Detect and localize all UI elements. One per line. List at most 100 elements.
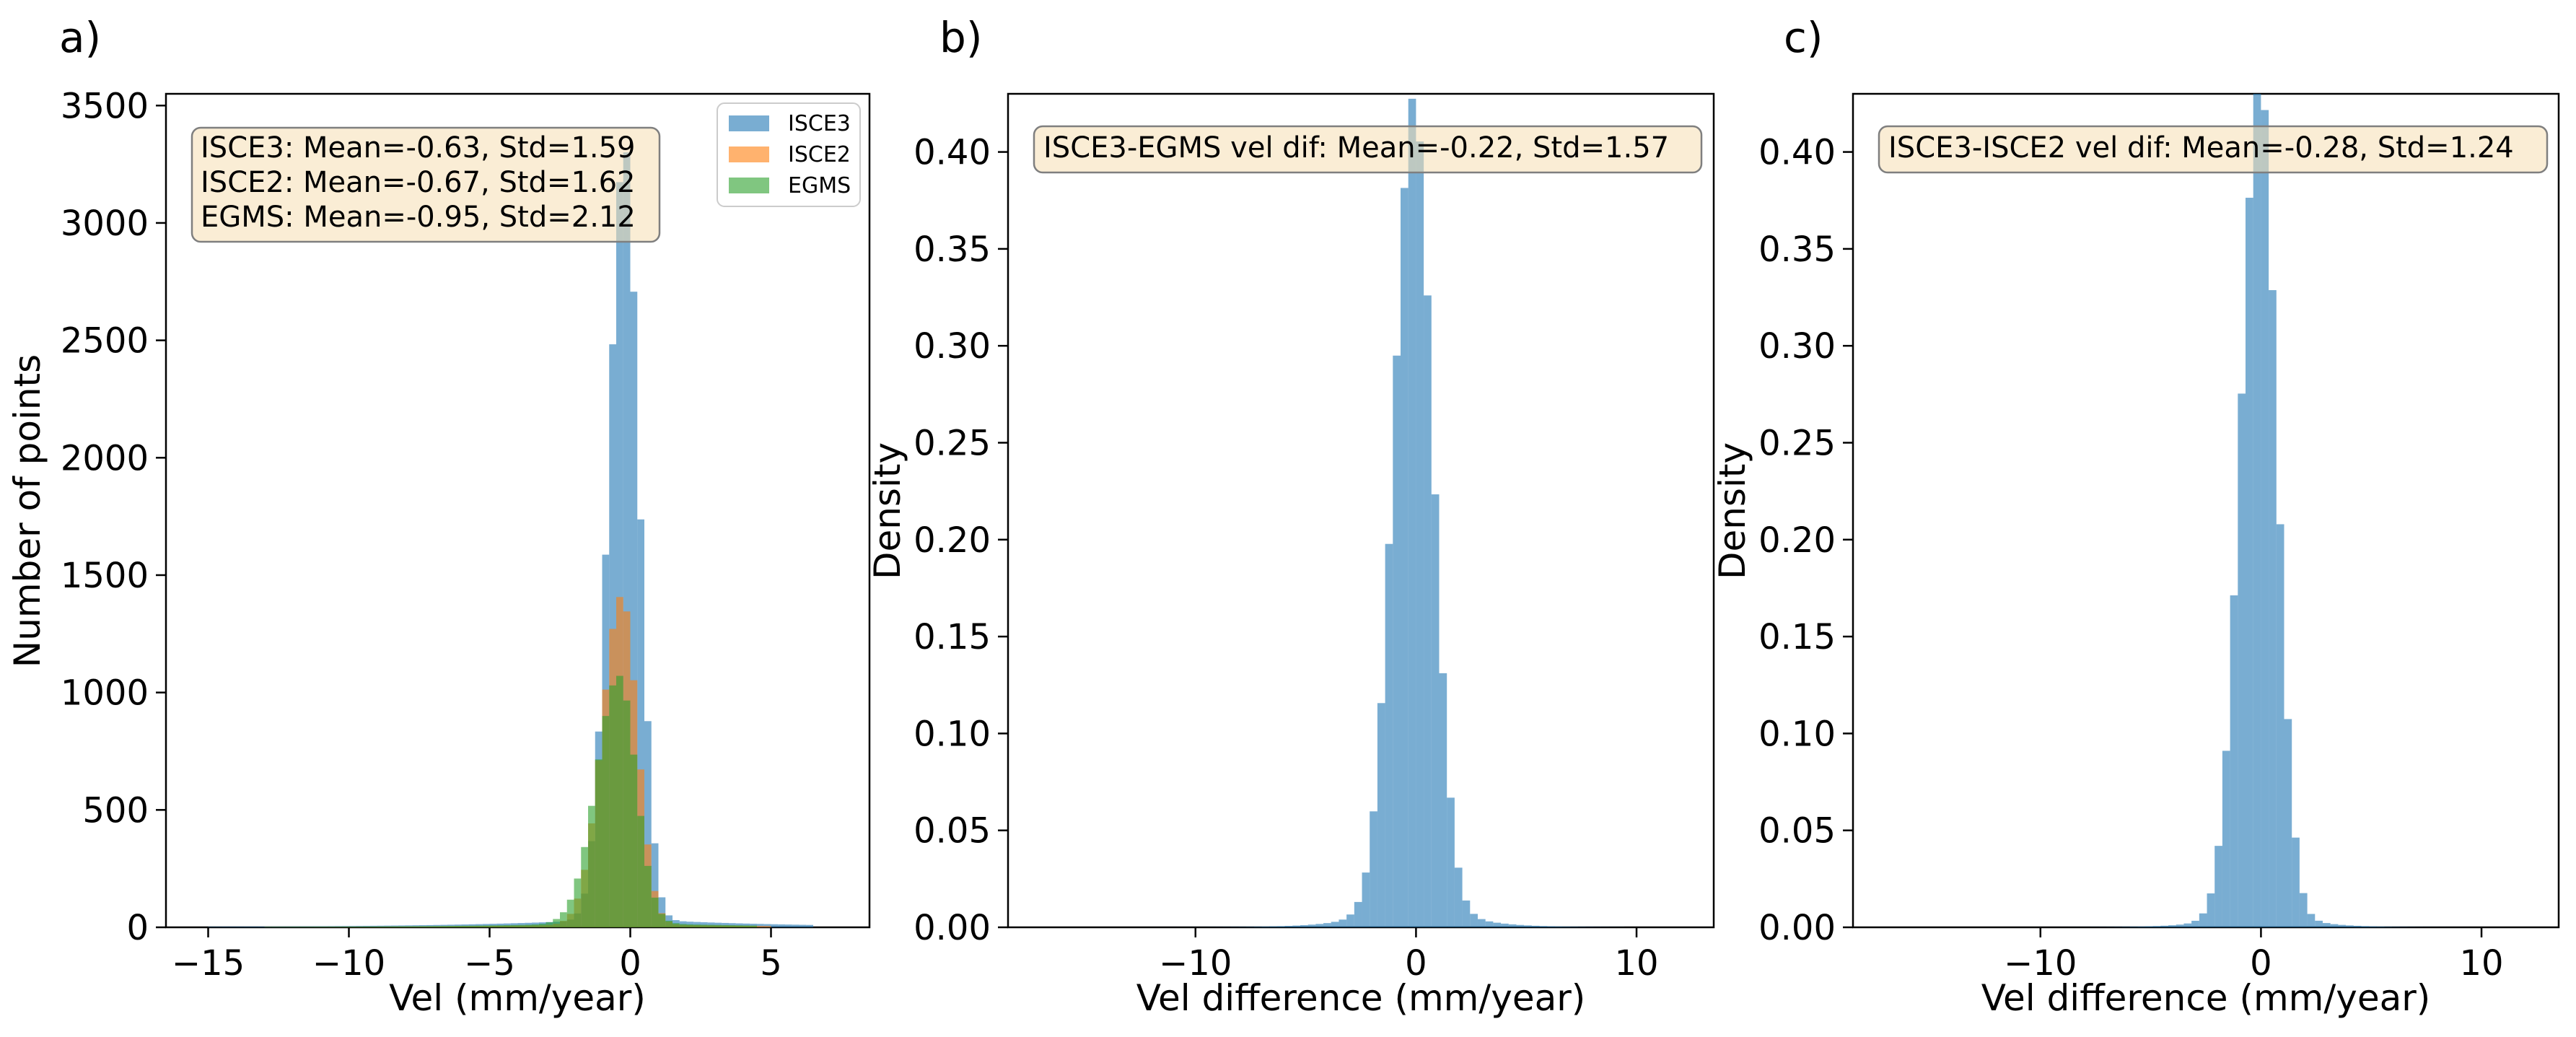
- y-tick-label: 0.05: [914, 811, 991, 852]
- hist-bar-egms: [567, 900, 574, 927]
- hist-bar-isce3-isce2: [2338, 925, 2346, 927]
- hist-bar-isce3-egms: [1532, 926, 1540, 927]
- hist-bar-egms: [532, 924, 539, 927]
- hist-bar-egms: [693, 924, 701, 927]
- hist-bar-egms: [680, 924, 687, 927]
- hist-bar-egms: [553, 919, 560, 927]
- hist-bar-isce3: [792, 924, 799, 927]
- y-axis-label-a: Number of points: [6, 354, 48, 668]
- hist-bar-isce3-isce2: [2183, 924, 2191, 927]
- x-axis-label-a: Vel (mm/year): [389, 977, 646, 1019]
- hist-bar-isce3-isce2: [2246, 198, 2253, 927]
- y-axis-label-c: Density: [1712, 442, 1753, 579]
- y-tick-label: 0.40: [914, 133, 991, 173]
- hist-bar-isce3-egms: [1277, 926, 1285, 927]
- legend-swatch-isce3: [729, 115, 769, 131]
- hist-bar-isce3-egms: [1362, 872, 1370, 927]
- hist-bar-isce3-egms: [1516, 925, 1524, 927]
- x-tick-label: 10: [1614, 943, 1658, 984]
- stats-line-a-2: ISCE2: Mean=-0.67, Std=1.62: [201, 166, 636, 199]
- stats-line-a-3: EGMS: Mean=-0.95, Std=2.12: [201, 201, 636, 234]
- hist-bar-egms: [462, 926, 469, 927]
- hist-bar-egms: [623, 701, 631, 927]
- panel-label-c: c): [1784, 13, 1823, 62]
- hist-bar-egms: [426, 926, 434, 927]
- hist-bar-isce3-isce2: [2238, 393, 2246, 927]
- hist-bar-isce2: [757, 926, 764, 927]
- hist-bar-isce3-isce2: [2284, 719, 2292, 927]
- hist-bar-isce3-egms: [1501, 924, 1509, 927]
- hist-bar-egms: [539, 924, 546, 927]
- hist-bar-isce3: [771, 924, 779, 927]
- hist-bar-isce3-egms: [1385, 544, 1393, 927]
- hist-bar-egms: [708, 925, 715, 927]
- legend-swatch-isce2: [729, 146, 769, 162]
- hist-bar-egms: [588, 806, 595, 927]
- hist-bar-egms: [609, 686, 616, 927]
- hist-bar-egms: [637, 816, 644, 927]
- y-axis-label-b: Density: [867, 442, 908, 579]
- hist-bar-egms: [496, 925, 504, 927]
- y-tick-label: 0.30: [914, 326, 991, 367]
- hist-bar-egms: [504, 925, 511, 927]
- y-tick-label: 0.35: [1758, 229, 1836, 270]
- hist-bar-isce3-isce2: [2261, 110, 2269, 927]
- hist-bar-isce3-egms: [1470, 914, 1478, 927]
- hist-bar-egms: [447, 926, 455, 927]
- stats-line-b-1: ISCE3-EGMS vel dif: Mean=-0.22, Std=1.57: [1043, 131, 1669, 165]
- hist-bar-isce2: [764, 926, 771, 927]
- hist-bar-isce3-isce2: [2230, 595, 2238, 927]
- y-tick-label: 0.15: [914, 617, 991, 657]
- y-tick-label: 2000: [61, 438, 149, 478]
- y-tick-label: 0: [126, 908, 149, 948]
- y-tick-label: 0.35: [914, 229, 991, 270]
- hist-bar-isce3-isce2: [2361, 926, 2369, 927]
- hist-bar-isce3-isce2: [2176, 924, 2184, 927]
- y-tick-label: 0.00: [914, 908, 991, 948]
- hist-bar-egms: [279, 927, 286, 928]
- hist-bar-egms: [687, 924, 694, 927]
- hist-bar-egms: [581, 847, 588, 927]
- hist-bar-isce3-isce2: [2253, 94, 2261, 927]
- hist-bar-egms: [652, 898, 659, 927]
- hist-bar-isce3-egms: [1463, 901, 1471, 927]
- hist-bar-isce3-isce2: [2277, 524, 2284, 927]
- hist-bar-egms: [518, 925, 525, 927]
- hist-bar-isce3-egms: [1509, 924, 1517, 927]
- hist-bar-isce3-isce2: [2323, 923, 2331, 927]
- hist-bar-egms: [616, 676, 623, 927]
- hist-bar-egms: [715, 925, 722, 927]
- y-tick-label: 3000: [61, 204, 149, 244]
- x-tick-label: 5: [760, 943, 782, 984]
- hist-bar-egms: [455, 926, 462, 927]
- hist-bar-isce3-egms: [1331, 922, 1339, 927]
- hist-bar-isce3-egms: [1315, 924, 1323, 927]
- hist-bar-isce3-isce2: [2300, 893, 2308, 927]
- hist-bar-isce3-isce2: [2191, 921, 2199, 927]
- hist-bar-egms: [644, 866, 652, 927]
- y-tick-label: 0.25: [1758, 423, 1836, 463]
- hist-bar-isce3-egms: [1339, 919, 1346, 927]
- hist-bar-isce3-isce2: [2168, 925, 2176, 927]
- x-axis-label-c: Vel difference (mm/year): [1981, 977, 2431, 1019]
- hist-bar-isce3-isce2: [2222, 751, 2230, 927]
- hist-bar-egms: [440, 926, 447, 927]
- hist-bar-isce3-egms: [1440, 673, 1447, 927]
- hist-bar-egms: [434, 926, 441, 927]
- y-tick-label: 0.10: [1758, 714, 1836, 754]
- hist-bar-isce3-isce2: [2214, 846, 2222, 927]
- y-tick-label: 0.20: [914, 520, 991, 561]
- hist-bar-egms: [490, 925, 497, 927]
- hist-bar-isce3: [785, 924, 792, 927]
- hist-bar-isce3-isce2: [2153, 926, 2161, 927]
- legend-label-egms: EGMS: [788, 173, 851, 198]
- y-tick-label: 2500: [61, 321, 149, 362]
- y-tick-label: 0.20: [1758, 520, 1836, 561]
- hist-bar-isce3-egms: [1455, 867, 1463, 927]
- hist-bar-isce3-isce2: [2207, 893, 2215, 927]
- stats-box-b: ISCE3-EGMS vel dif: Mean=-0.22, Std=1.57: [1034, 126, 1701, 172]
- hist-bar-isce3-isce2: [2308, 914, 2316, 927]
- hist-bar-egms: [560, 912, 567, 927]
